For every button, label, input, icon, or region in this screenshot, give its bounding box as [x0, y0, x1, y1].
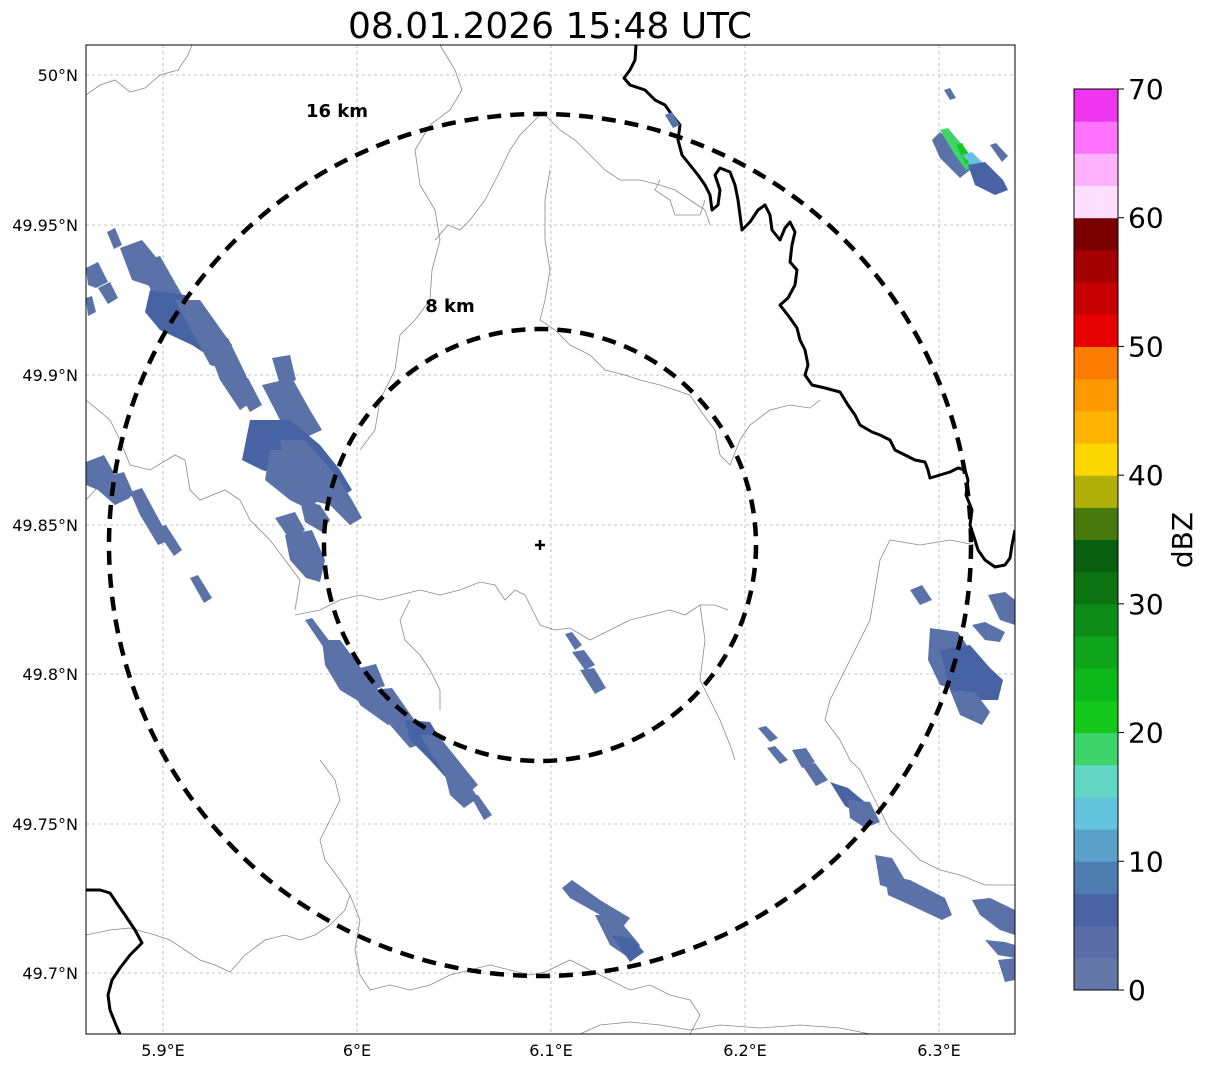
colorbar-tick-label: 0 [1128, 974, 1146, 1007]
colorbar-tick-label: 60 [1128, 202, 1164, 235]
colorbar-ticks: 0 10 20 30 40 50 60 70 [1118, 73, 1164, 1007]
national-border-southwest [86, 888, 144, 1034]
colorbar-swatches [1074, 89, 1118, 991]
lat-tick-label: 49.75°N [12, 815, 78, 834]
colorbar-swatch [1074, 475, 1118, 508]
colorbar-tick-label: 40 [1128, 459, 1164, 492]
colorbar-swatch [1074, 249, 1118, 283]
colorbar-swatch [1074, 442, 1118, 476]
colorbar-swatch [1074, 829, 1118, 862]
colorbar-swatch [1074, 410, 1118, 444]
colorbar-swatch [1074, 603, 1118, 637]
lon-tick-label: 6.2°E [723, 1041, 767, 1060]
range-ring-label-8km: 8 km [425, 296, 475, 317]
colorbar-swatch [1074, 700, 1118, 734]
radar-site-marker [535, 540, 545, 550]
colorbar-swatch [1074, 121, 1118, 154]
colorbar: 0 10 20 30 40 50 60 70 dBZ [1073, 73, 1199, 1007]
colorbar-tick-label: 30 [1128, 588, 1164, 621]
lat-tick-label: 50°N [38, 66, 78, 85]
lon-tick-label: 6.3°E [917, 1041, 961, 1060]
map-panel: 16 km 8 km [85, 44, 1016, 1035]
colorbar-swatch [1074, 314, 1118, 347]
colorbar-swatch [1074, 153, 1118, 187]
range-ring-8km [321, 326, 759, 764]
colorbar-swatch [1074, 636, 1118, 669]
colorbar-swatch [1074, 507, 1118, 540]
colorbar-swatch [1074, 185, 1118, 219]
lat-tick-label: 49.95°N [12, 216, 78, 235]
radar-echoes [86, 88, 1015, 982]
colorbar-swatch [1074, 378, 1118, 412]
colorbar-tick-label: 50 [1128, 330, 1164, 363]
colorbar-swatch [1074, 861, 1118, 894]
colorbar-tick-label: 20 [1128, 717, 1164, 750]
colorbar-swatch [1074, 346, 1118, 380]
lat-tick-label: 49.7°N [22, 964, 78, 983]
colorbar-swatch [1074, 668, 1118, 701]
lat-tick-label: 49.8°N [22, 665, 78, 684]
range-ring-label-16km: 16 km [306, 101, 368, 122]
colorbar-swatch [1074, 282, 1118, 315]
colorbar-swatch [1074, 925, 1118, 959]
colorbar-swatch [1074, 796, 1118, 830]
lat-tick-label: 49.85°N [12, 516, 78, 535]
national-border-northeast [622, 45, 1015, 569]
longitude-axis: 5.9°E 6°E 6.1°E 6.2°E 6.3°E [141, 1041, 961, 1060]
colorbar-swatch [1074, 732, 1118, 766]
colorbar-swatch [1074, 764, 1118, 798]
colorbar-swatch [1074, 217, 1118, 251]
chart-title: 08.01.2026 15:48 UTC [348, 6, 752, 47]
lon-tick-label: 6.1°E [529, 1041, 573, 1060]
colorbar-swatch [1074, 89, 1118, 122]
colorbar-swatch [1074, 957, 1118, 991]
range-ring-16km [106, 111, 974, 979]
colorbar-tick-label: 10 [1128, 845, 1164, 878]
lon-tick-label: 6°E [343, 1041, 371, 1060]
colorbar-label: dBZ [1166, 512, 1199, 568]
colorbar-tick-label: 70 [1128, 73, 1164, 106]
colorbar-swatch [1074, 893, 1118, 927]
lat-tick-label: 49.9°N [22, 366, 78, 385]
colorbar-swatch [1074, 571, 1118, 605]
admin-borders [86, 45, 1015, 1034]
latitude-axis: 50°N 49.95°N 49.9°N 49.85°N 49.8°N 49.75… [12, 66, 78, 983]
colorbar-frame [1073, 88, 1119, 991]
lon-tick-label: 5.9°E [141, 1041, 185, 1060]
colorbar-swatch [1074, 539, 1118, 573]
